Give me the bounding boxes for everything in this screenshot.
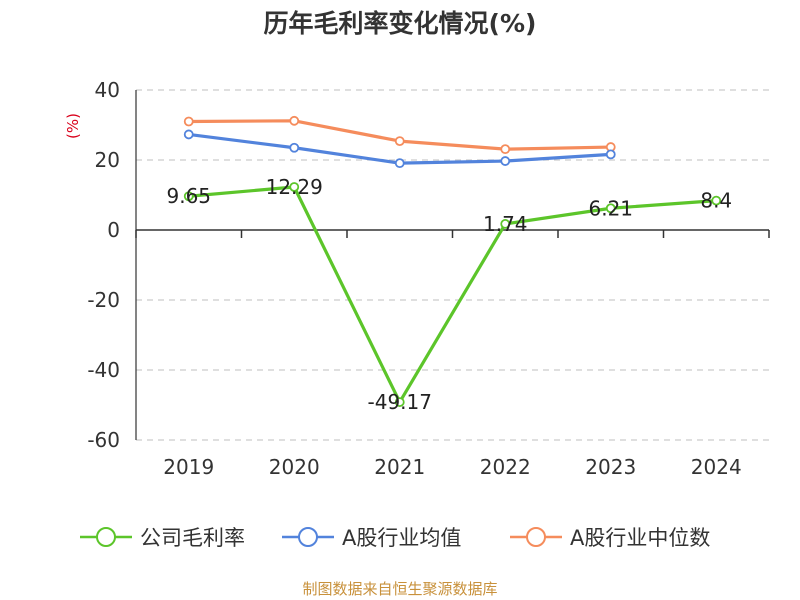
data-point [394, 158, 405, 169]
legend-circle [526, 527, 546, 547]
legend-item[interactable]: A股行业均值 [282, 522, 461, 552]
data-label: 9.65 [166, 184, 211, 208]
data-label: 12.29 [266, 175, 323, 199]
y-tick-label: 20 [95, 148, 120, 172]
x-tick-label: 2021 [374, 455, 425, 479]
data-point [500, 156, 511, 166]
data-label: 6.21 [588, 196, 633, 220]
data-point [605, 149, 616, 160]
series-line [188, 185, 717, 404]
legend-item[interactable]: 公司毛利率 [80, 522, 245, 552]
data-point [605, 203, 616, 214]
data-label: 1.74 [483, 212, 528, 236]
chart-title: 历年毛利率变化情况(%) [263, 9, 537, 38]
y-tick-label: 0 [107, 218, 120, 242]
y-tick-label: -60 [87, 428, 120, 452]
x-tick-label: 2019 [163, 455, 214, 479]
series-lines [183, 115, 722, 407]
legend: 公司毛利率 A股行业均值 A股行业中位数 [0, 522, 800, 552]
data-point [500, 219, 511, 229]
source-note: 制图数据来自恒生聚源数据库 [302, 580, 498, 598]
legend-circle [96, 527, 116, 547]
data-point [394, 136, 405, 147]
x-tick-label: 2023 [585, 455, 636, 479]
x-tick-label: 2022 [480, 455, 531, 479]
legend-item[interactable]: A股行业中位数 [510, 522, 710, 552]
y-axis-label: (%) [64, 113, 82, 139]
data-point [500, 144, 511, 155]
data-point [183, 129, 194, 140]
legend-label: A股行业中位数 [570, 526, 711, 550]
y-tick-label: -40 [87, 358, 120, 382]
data-point [711, 195, 722, 206]
data-point [289, 142, 300, 153]
data-point [289, 182, 300, 192]
legend-marker-icon [510, 527, 562, 547]
y-tick-label: -20 [87, 288, 120, 312]
data-label: 8.4 [700, 189, 732, 213]
x-tick-label: 2020 [269, 455, 320, 479]
data-point [394, 397, 405, 407]
legend-marker-icon [80, 527, 132, 547]
data-point [183, 116, 194, 127]
data-point [183, 191, 194, 202]
data-label: -49.17 [368, 390, 432, 414]
data-point [289, 115, 300, 126]
x-tick-label: 2024 [691, 455, 742, 479]
legend-label: 公司毛利率 [140, 526, 245, 550]
axes: 40 20 0 -20 -40 -60 2019 2020 2021 2022 2023 2024 (%… [64, 78, 770, 479]
y-tick-label: 40 [95, 78, 120, 102]
legend-marker-icon [282, 527, 334, 547]
legend-circle [298, 527, 318, 547]
gridlines [136, 89, 769, 441]
data-labels: 9.65 12.29 -49.17 1.74 6.21 8.4 [166, 175, 732, 414]
legend-label: A股行业均值 [342, 526, 462, 550]
